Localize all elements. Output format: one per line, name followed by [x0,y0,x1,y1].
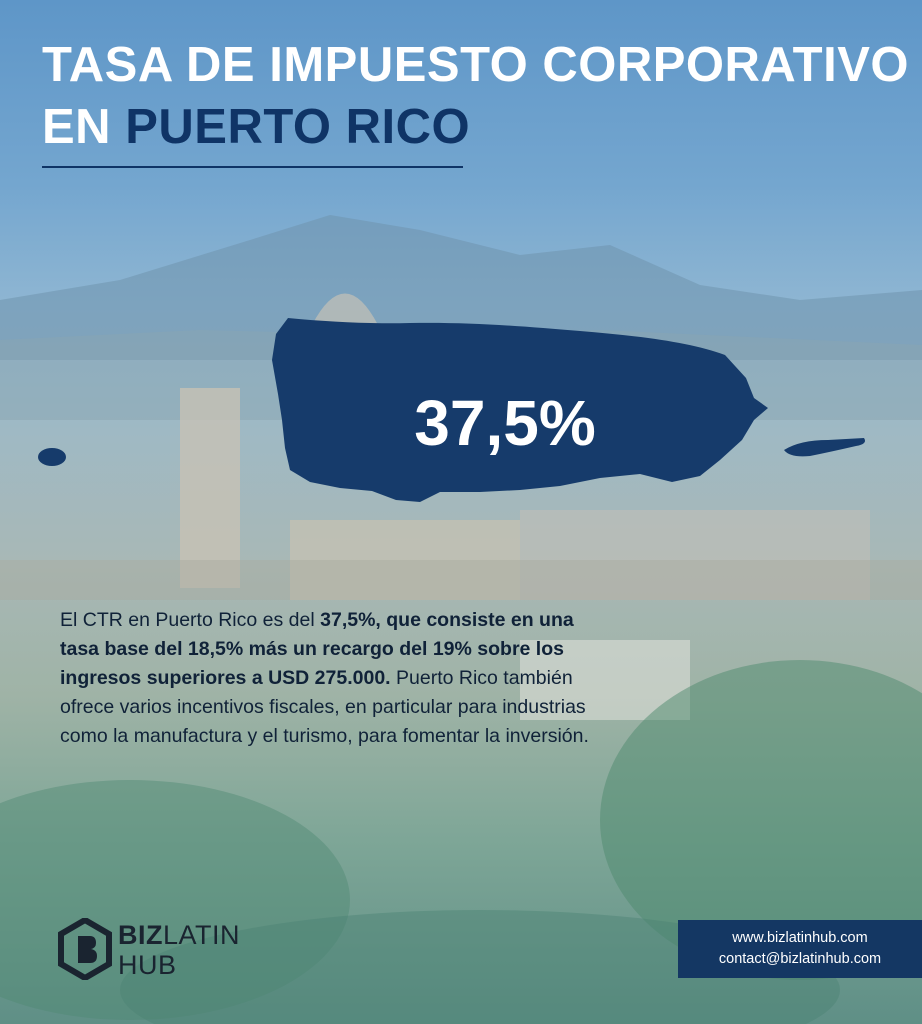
description-intro: El CTR en Puerto Rico es del [60,609,315,631]
title-line-2-prefix: EN [42,100,112,154]
mountain-range [0,215,922,360]
mona-island [38,448,66,466]
email-link[interactable]: contact@bizlatinhub.com [718,951,882,967]
vieques-island [784,438,865,457]
title-line-1: TASA DE IMPUESTO CORPORATIVO [42,38,910,92]
church-tower [180,388,240,588]
tax-rate-value: 37,5% [414,387,596,459]
colonial-building [520,510,870,600]
puerto-rico-main-island [272,318,768,502]
logo-word-latin: LATIN [163,920,241,950]
trees-bottom [120,910,840,1024]
biz-latin-hub-logo: BIZLATIN HUB [58,916,268,982]
trees-right [600,660,922,980]
description-highlight: 37,5%, que consiste en una tasa base del… [60,609,574,689]
church-building [290,520,520,600]
title-underline [42,166,463,168]
title-line-2-accent: PUERTO RICO [125,100,471,154]
page-title: TASA DE IMPUESTO CORPORATIVO EN PUERTO R… [42,34,909,158]
website-link[interactable]: www.bizlatinhub.com [732,930,868,946]
logo-wordmark: BIZLATIN HUB [118,920,240,980]
contact-box: www.bizlatinhub.com contact@bizlatinhub.… [678,920,922,978]
description-paragraph: El CTR en Puerto Rico es del 37,5%, que … [60,606,600,751]
stone-wall [0,560,922,600]
biz-latin-hub-logo-icon [58,916,112,982]
logo-word-hub: HUB [118,950,177,980]
church-dome [312,293,378,325]
description-outro: Puerto Rico también ofrece varios incent… [60,667,589,747]
logo-word-biz: BIZ [118,920,163,950]
